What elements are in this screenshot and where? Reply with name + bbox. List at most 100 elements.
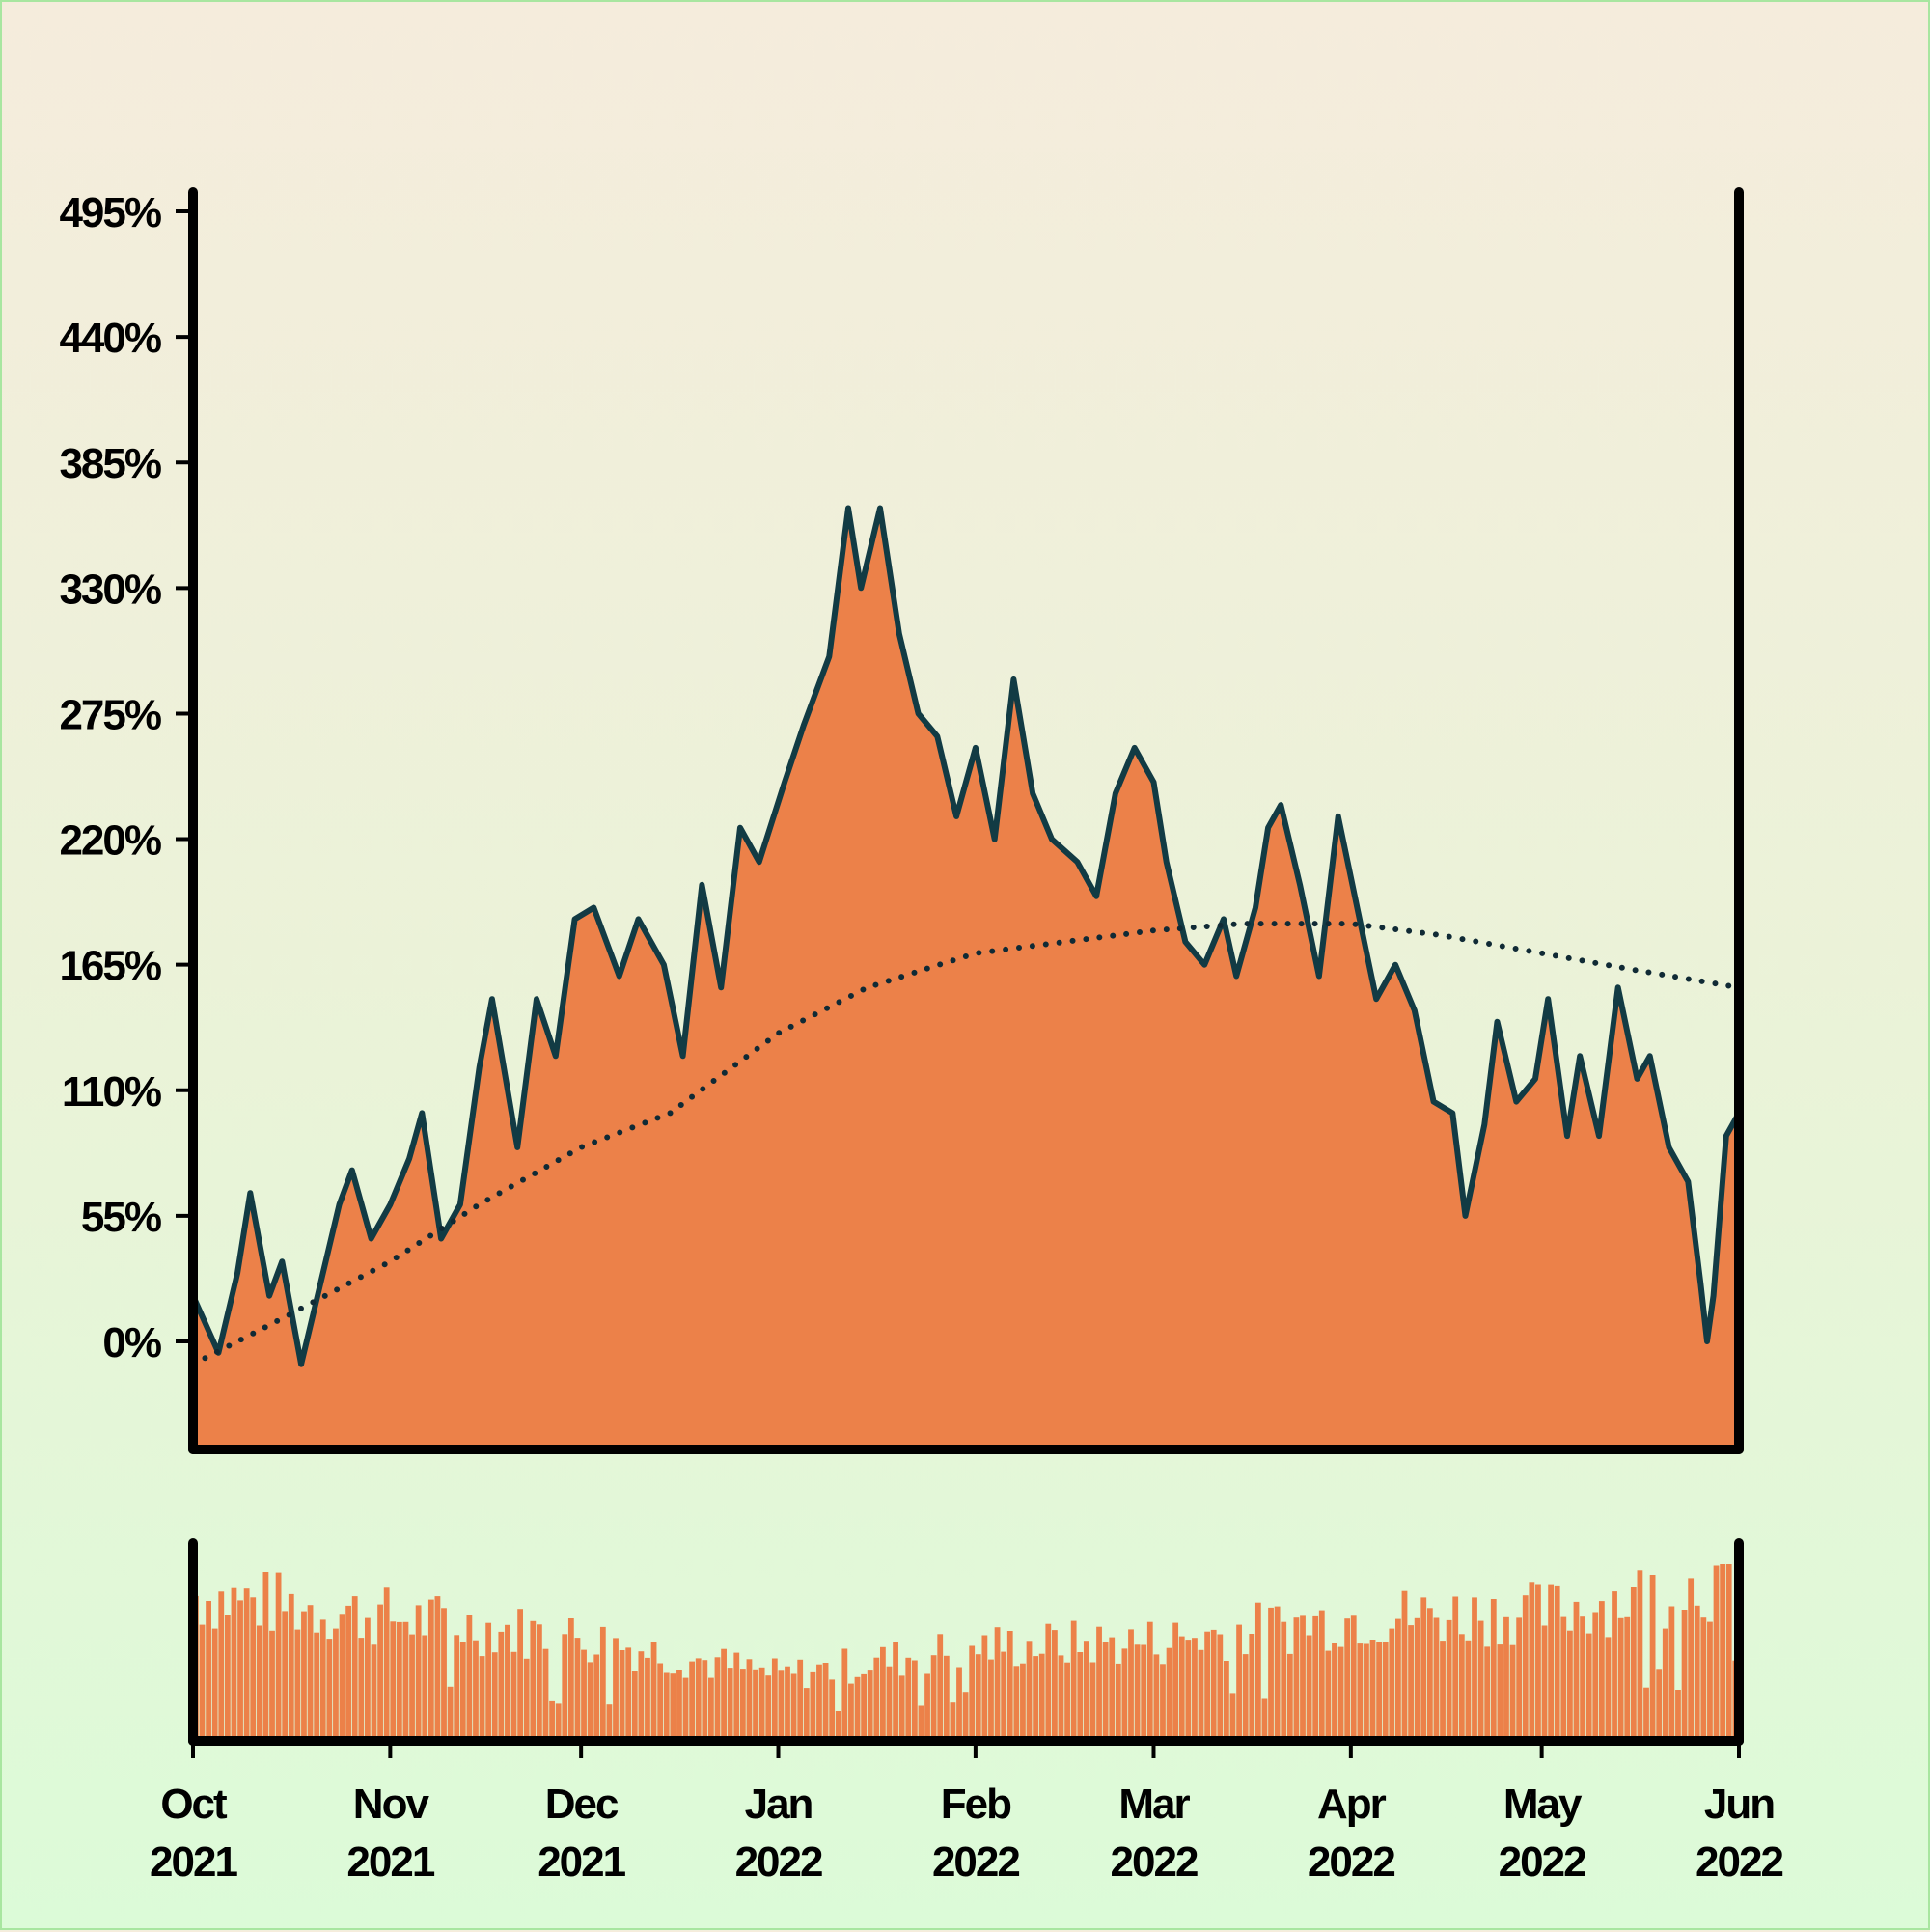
volume-bar	[1038, 1653, 1045, 1741]
volume-bar	[218, 1591, 225, 1741]
volume-bar	[918, 1705, 924, 1741]
volume-bar	[1332, 1643, 1337, 1741]
x-tick-month: Mar	[1118, 1780, 1190, 1828]
volume-bar	[1688, 1578, 1695, 1741]
volume-bar	[1089, 1662, 1096, 1741]
volume-bar	[1465, 1640, 1472, 1741]
volume-bar	[351, 1596, 358, 1741]
volume-bar	[758, 1667, 765, 1741]
volume-bar	[447, 1686, 454, 1741]
volume-bar	[1484, 1646, 1491, 1741]
volume-bar	[1350, 1615, 1357, 1741]
volume-bar	[1509, 1644, 1516, 1741]
volume-bar	[1115, 1663, 1121, 1741]
volume-bar	[1198, 1649, 1204, 1741]
volume-bar	[1554, 1585, 1560, 1741]
volume-bar	[1382, 1642, 1389, 1741]
volume-bar	[1261, 1698, 1268, 1741]
volume-bar	[1725, 1564, 1732, 1741]
volume-bar	[1210, 1629, 1217, 1741]
volume-bar	[638, 1651, 645, 1741]
area-layer	[190, 505, 1742, 1449]
volume-axis-frame	[188, 1538, 1744, 1746]
volume-bar	[434, 1596, 441, 1741]
volume-bar	[1433, 1617, 1440, 1741]
volume-bar	[1109, 1637, 1116, 1741]
volume-bar	[975, 1654, 981, 1741]
volume-bar	[1637, 1570, 1643, 1741]
volume-bar	[1141, 1644, 1147, 1741]
volume-bar	[785, 1666, 790, 1741]
volume-bar	[1707, 1621, 1713, 1741]
volume-bar	[365, 1617, 371, 1741]
volume-bar	[498, 1631, 505, 1741]
volume-bar	[631, 1671, 638, 1741]
volume-bar	[1325, 1650, 1332, 1741]
volume-bar	[1617, 1617, 1624, 1741]
volume-bar	[1624, 1616, 1631, 1741]
volume-bar	[1522, 1595, 1529, 1741]
main-plot-panel: 0% 55% 110% 165% 220% 275% 330% 385% 440% 495%	[59, 187, 1744, 1454]
volume-bar	[1440, 1641, 1446, 1741]
volume-bar	[1318, 1610, 1325, 1741]
volume-bar	[1477, 1620, 1484, 1741]
volume-bar	[1306, 1635, 1312, 1741]
volume-bar	[1274, 1606, 1281, 1741]
y-tick-label: 495%	[59, 189, 160, 236]
volume-bar	[1656, 1669, 1663, 1741]
volume-bar	[898, 1675, 905, 1741]
volume-bar	[650, 1642, 657, 1741]
y-tick-label: 440%	[59, 315, 160, 362]
volume-bar	[1006, 1631, 1013, 1741]
volume-bar	[645, 1657, 650, 1741]
x-tick-year: 2021	[538, 1838, 625, 1886]
volume-bar	[848, 1683, 854, 1741]
volume-bar	[771, 1658, 778, 1741]
volume-bar	[746, 1659, 753, 1741]
volume-bar	[1102, 1642, 1109, 1741]
volume-bar	[510, 1651, 517, 1741]
volume-bar	[466, 1615, 473, 1741]
volume-bar	[454, 1635, 460, 1741]
volume-bar	[1503, 1616, 1509, 1741]
volume-bar	[1268, 1607, 1274, 1741]
volume-bar	[911, 1660, 918, 1741]
volume-bar	[1083, 1641, 1089, 1741]
volume-bar	[1217, 1634, 1224, 1741]
volume-bar	[714, 1657, 721, 1741]
volume-bar	[1541, 1625, 1548, 1741]
volume-bar	[383, 1587, 390, 1741]
x-tick-year: 2022	[1696, 1838, 1782, 1886]
volume-bar	[1281, 1621, 1287, 1741]
x-tick-month: Dec	[545, 1780, 619, 1828]
volume-bar	[473, 1640, 479, 1741]
volume-bar	[886, 1666, 893, 1741]
volume-bar	[695, 1658, 702, 1741]
volume-bar	[459, 1642, 466, 1741]
volume-bar	[854, 1676, 861, 1741]
volume-bar	[613, 1638, 619, 1741]
volume-bar	[829, 1679, 836, 1741]
volume-bar	[517, 1609, 524, 1741]
volume-bar	[250, 1597, 257, 1741]
volume-bar	[1286, 1653, 1293, 1741]
volume-bar	[211, 1628, 218, 1741]
volume-bar	[988, 1659, 994, 1741]
volume-bar	[1337, 1646, 1344, 1741]
volume-bar	[1064, 1662, 1070, 1741]
volume-bar	[1364, 1643, 1369, 1741]
volume-bar	[835, 1711, 841, 1741]
volume-bar	[1662, 1628, 1668, 1741]
volume-bar	[1236, 1624, 1242, 1741]
x-tick-month: Apr	[1317, 1780, 1387, 1828]
volume-bar	[924, 1673, 930, 1741]
volume-bar	[1172, 1622, 1179, 1741]
volume-bar	[1128, 1629, 1134, 1741]
volume-bar	[1713, 1565, 1720, 1741]
volume-bar	[262, 1572, 269, 1741]
volume-bar	[275, 1572, 282, 1741]
volume-bar	[415, 1605, 422, 1741]
volume-bar	[409, 1634, 415, 1741]
volume-bar	[1224, 1661, 1229, 1741]
